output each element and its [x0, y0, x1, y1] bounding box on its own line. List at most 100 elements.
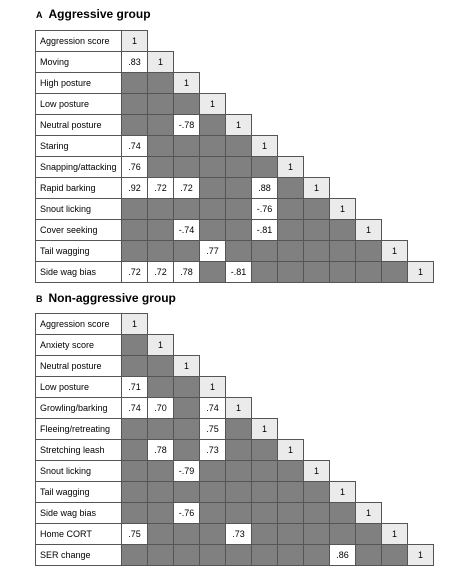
empty-cell: [355, 240, 382, 262]
empty-cell: [147, 93, 174, 115]
empty-cell: [251, 240, 278, 262]
row-label: Staring: [35, 135, 122, 157]
diagonal-cell: 1: [329, 198, 356, 220]
empty-cell: [251, 261, 278, 283]
significant-correlation-cell: .73: [199, 439, 226, 461]
empty-cell: [199, 114, 226, 136]
significant-correlation-cell: .74: [199, 397, 226, 419]
empty-cell: [147, 198, 174, 220]
empty-cell: [121, 240, 148, 262]
panel-title-text: Aggressive group: [48, 7, 151, 21]
empty-cell: [225, 219, 252, 241]
significant-correlation-cell: -.79: [173, 460, 200, 482]
significant-correlation-cell: .72: [121, 261, 148, 283]
empty-cell: [303, 240, 330, 262]
significant-correlation-cell: -.81: [251, 219, 278, 241]
empty-cell: [121, 198, 148, 220]
row-label: Fleeing/retreating: [35, 418, 122, 440]
diagonal-cell: 1: [147, 334, 174, 356]
significant-correlation-cell: .72: [147, 177, 174, 199]
empty-cell: [251, 502, 278, 524]
diagonal-cell: 1: [225, 114, 252, 136]
empty-cell: [199, 481, 226, 503]
empty-cell: [303, 523, 330, 545]
empty-cell: [251, 460, 278, 482]
panel-letter: B: [36, 294, 43, 304]
empty-cell: [173, 135, 200, 157]
diagonal-cell: 1: [251, 418, 278, 440]
empty-cell: [225, 481, 252, 503]
correlation-matrix-aggressive: Aggression score 1 Moving .83 1 High posture 1…: [35, 30, 439, 284]
row-label: Low posture: [35, 376, 122, 398]
row-label: Moving: [35, 51, 122, 73]
empty-cell: [173, 544, 200, 566]
row-label: Tail wagging: [35, 240, 122, 262]
empty-cell: [225, 177, 252, 199]
significant-correlation-cell: .78: [147, 439, 174, 461]
significant-correlation-cell: -.78: [173, 114, 200, 136]
empty-cell: [121, 544, 148, 566]
empty-cell: [303, 502, 330, 524]
empty-cell: [121, 334, 148, 356]
empty-cell: [147, 72, 174, 94]
empty-cell: [251, 439, 278, 461]
empty-cell: [173, 156, 200, 178]
empty-cell: [147, 544, 174, 566]
empty-cell: [147, 156, 174, 178]
empty-cell: [173, 439, 200, 461]
empty-cell: [277, 240, 304, 262]
empty-cell: [329, 240, 356, 262]
panel-a-title: A Aggressive group: [36, 7, 151, 21]
significant-correlation-cell: .77: [199, 240, 226, 262]
significant-correlation-cell: .76: [121, 156, 148, 178]
row-label: Stretching leash: [35, 439, 122, 461]
empty-cell: [329, 523, 356, 545]
empty-cell: [277, 177, 304, 199]
diagonal-cell: 1: [329, 481, 356, 503]
empty-cell: [121, 355, 148, 377]
significant-correlation-cell: -.81: [225, 261, 252, 283]
significant-correlation-cell: .74: [121, 135, 148, 157]
row-label: Snout licking: [35, 198, 122, 220]
empty-cell: [173, 523, 200, 545]
empty-cell: [173, 376, 200, 398]
diagonal-cell: 1: [407, 544, 434, 566]
empty-cell: [355, 544, 382, 566]
panel-title-text: Non-aggressive group: [48, 291, 176, 305]
empty-cell: [381, 261, 408, 283]
significant-correlation-cell: .78: [173, 261, 200, 283]
empty-cell: [147, 481, 174, 503]
empty-cell: [251, 544, 278, 566]
empty-cell: [199, 219, 226, 241]
empty-cell: [225, 418, 252, 440]
empty-cell: [147, 114, 174, 136]
diagonal-cell: 1: [199, 376, 226, 398]
row-label: Snapping/attacking: [35, 156, 122, 178]
diagonal-cell: 1: [303, 460, 330, 482]
diagonal-cell: 1: [121, 30, 148, 52]
empty-cell: [277, 460, 304, 482]
empty-cell: [121, 481, 148, 503]
empty-cell: [355, 261, 382, 283]
significant-correlation-cell: .92: [121, 177, 148, 199]
empty-cell: [225, 198, 252, 220]
diagonal-cell: 1: [355, 219, 382, 241]
row-label: Growling/barking: [35, 397, 122, 419]
empty-cell: [121, 72, 148, 94]
diagonal-cell: 1: [355, 502, 382, 524]
empty-cell: [355, 523, 382, 545]
row-label: Tail wagging: [35, 481, 122, 503]
empty-cell: [277, 198, 304, 220]
empty-cell: [173, 397, 200, 419]
empty-cell: [251, 156, 278, 178]
significant-correlation-cell: .74: [121, 397, 148, 419]
row-label: Neutral posture: [35, 114, 122, 136]
empty-cell: [277, 502, 304, 524]
empty-cell: [277, 544, 304, 566]
empty-cell: [121, 439, 148, 461]
empty-cell: [173, 240, 200, 262]
empty-cell: [225, 156, 252, 178]
empty-cell: [199, 502, 226, 524]
diagonal-cell: 1: [173, 355, 200, 377]
empty-cell: [147, 135, 174, 157]
